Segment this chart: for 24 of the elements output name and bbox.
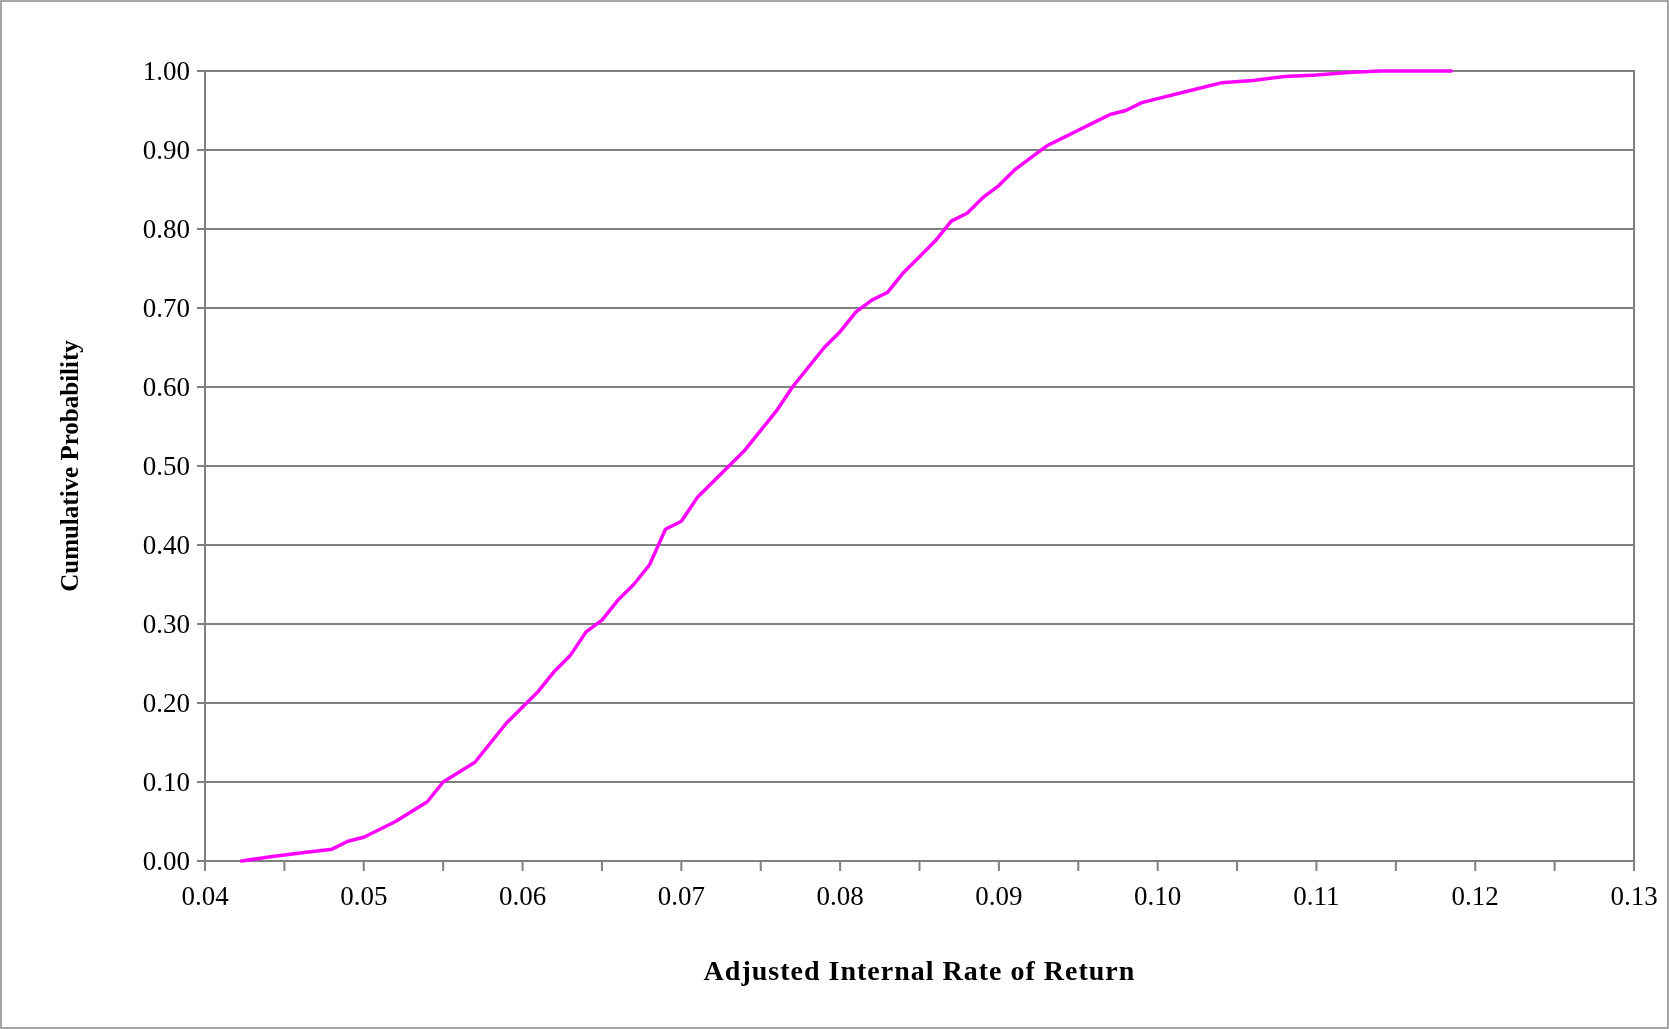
x-tick-label: 0.10 [1134, 881, 1182, 911]
x-axis-title: Adjusted Internal Rate of Return [703, 955, 1136, 986]
y-tick-label: 0.20 [142, 688, 190, 719]
x-tick-label: 0.07 [657, 881, 705, 911]
y-tick-label: 0.60 [142, 372, 190, 403]
y-tick-label: 0.00 [142, 846, 190, 877]
y-tick-label: 0.40 [142, 530, 190, 561]
x-tick-label: 0.06 [498, 881, 547, 911]
y-tick-label: 0.80 [142, 214, 190, 245]
y-axis-title: Cumulative Probability [56, 339, 83, 592]
y-tick-label: 0.30 [142, 609, 190, 640]
y-tick-label: 0.50 [142, 451, 190, 482]
y-tick-label: 1.00 [142, 56, 190, 87]
y-tick-label: 0.90 [142, 135, 190, 166]
x-tick-label: 0.05 [340, 881, 388, 911]
x-tick-label: 0.12 [1451, 881, 1499, 911]
x-tick-label: 0.11 [1293, 881, 1340, 911]
x-tick-label: 0.08 [816, 881, 864, 911]
y-tick-label: 0.10 [142, 767, 190, 798]
line-series [239, 69, 1454, 863]
x-tick-label: 0.04 [181, 881, 230, 911]
x-tick-label: 0.13 [1610, 881, 1658, 911]
x-tick-label: 0.09 [975, 881, 1023, 911]
y-tick-label: 0.70 [142, 293, 190, 324]
